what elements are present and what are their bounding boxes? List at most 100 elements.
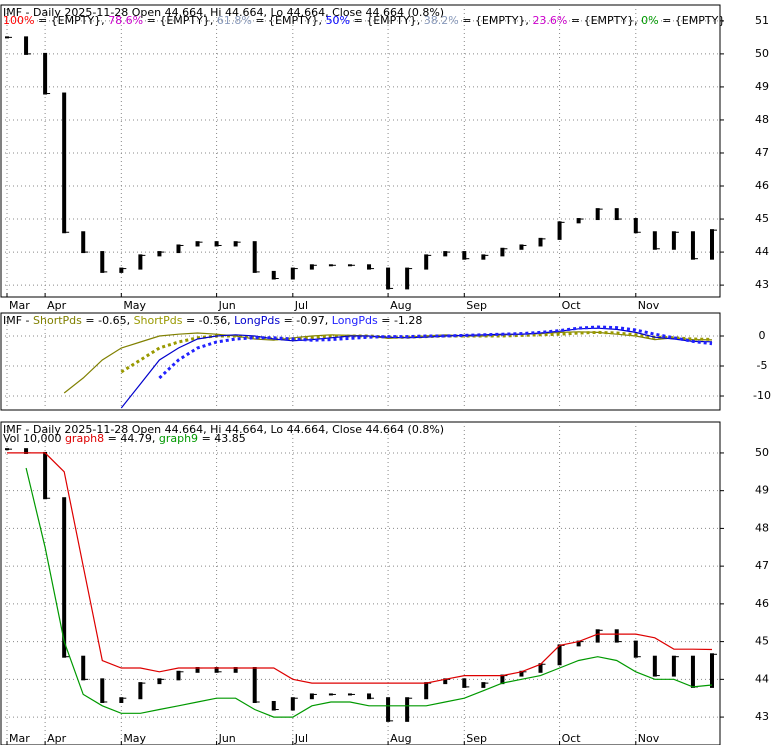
fib-label: 50% bbox=[326, 14, 350, 27]
price-bar bbox=[614, 208, 619, 221]
price-bar bbox=[119, 697, 124, 703]
panel-frame bbox=[0, 4, 721, 298]
price-bar bbox=[690, 231, 695, 260]
legend-name: LongPds bbox=[332, 314, 378, 327]
price-bar bbox=[462, 251, 467, 260]
panel-header: IMF - Daily 2025-11-28 Open 44.664, Hi 4… bbox=[3, 6, 444, 19]
price-bar bbox=[271, 270, 276, 280]
y-tick-label: -5 bbox=[757, 359, 768, 372]
legend-value: = 44.79, bbox=[108, 432, 156, 445]
price-bar bbox=[62, 92, 67, 234]
price-bar bbox=[252, 241, 257, 273]
price-bar bbox=[62, 497, 67, 658]
y-tick-label: 47 bbox=[755, 146, 769, 159]
panel-frame bbox=[0, 421, 721, 745]
y-tick-label: 51 bbox=[755, 14, 769, 27]
price-bar bbox=[519, 244, 524, 250]
fib-legend: 100% = {EMPTY}, 78.6% = {EMPTY}, 61.8% =… bbox=[3, 14, 725, 27]
fib-label: 100% bbox=[3, 14, 34, 27]
price-bar bbox=[424, 682, 429, 700]
price-bar bbox=[176, 670, 181, 681]
price-bar bbox=[214, 667, 219, 673]
price-bar bbox=[309, 264, 314, 270]
y-tick-label: 48 bbox=[755, 521, 769, 534]
x-tick-label: Apr bbox=[47, 299, 67, 312]
y-tick-label: 46 bbox=[755, 179, 769, 192]
price-bar bbox=[557, 644, 562, 666]
chart-title: IMF - Daily 2025-11-28 Open 44.664, Hi 4… bbox=[3, 6, 444, 19]
price-bar bbox=[690, 655, 695, 688]
price-bar bbox=[595, 629, 600, 643]
y-tick-label: 48 bbox=[755, 113, 769, 126]
panel-frame bbox=[0, 312, 721, 411]
price-bar bbox=[671, 231, 676, 250]
y-tick-label: 0 bbox=[759, 329, 766, 342]
price-bar bbox=[252, 667, 257, 703]
price-bar bbox=[367, 693, 372, 700]
fib-label: 61.8% bbox=[217, 14, 252, 27]
x-tick-label: Jul bbox=[294, 732, 308, 745]
x-tick-label: Aug bbox=[390, 299, 411, 312]
y-tick-label: 45 bbox=[755, 635, 769, 648]
fib-text: = {EMPTY}, bbox=[255, 14, 322, 27]
price-bar bbox=[43, 52, 48, 95]
legend-name: graph8 bbox=[65, 432, 104, 445]
series-line bbox=[158, 325, 713, 380]
price-bar bbox=[138, 254, 143, 270]
price-bar bbox=[652, 231, 657, 250]
price-bar bbox=[538, 237, 543, 247]
x-tick-label: Oct bbox=[562, 299, 582, 312]
price-bar bbox=[500, 674, 505, 685]
price-bar bbox=[195, 667, 200, 673]
price-bar bbox=[405, 697, 410, 722]
x-tick-label: Jul bbox=[294, 299, 308, 312]
legend: Vol 10,000 graph8 = 44.79, graph9 = 43.8… bbox=[3, 432, 246, 445]
x-tick-label: May bbox=[123, 299, 146, 312]
x-tick-label: Sep bbox=[466, 732, 487, 745]
fib-label: 23.6% bbox=[532, 14, 567, 27]
y-tick-label: 50 bbox=[755, 446, 769, 459]
y-tick-label: 44 bbox=[755, 672, 769, 685]
price-bar bbox=[157, 251, 162, 257]
price-bar bbox=[652, 655, 657, 677]
price-bar bbox=[81, 231, 86, 254]
price-bar bbox=[481, 682, 486, 688]
fib-text: = {EMPTY}, bbox=[38, 14, 105, 27]
price-bar bbox=[710, 229, 714, 260]
price-bar bbox=[24, 448, 29, 454]
price-bar bbox=[233, 667, 238, 673]
legend-name: LongPds bbox=[234, 314, 280, 327]
panel-header: IMF - ShortPds = -0.65, ShortPds = -0.56… bbox=[3, 314, 422, 327]
fib-text: = {EMPTY}, bbox=[462, 14, 529, 27]
price-bar bbox=[443, 678, 448, 685]
chart-title: IMF - bbox=[3, 314, 30, 327]
price-bar bbox=[24, 36, 29, 55]
x-tick-label: Apr bbox=[47, 732, 67, 745]
price-bar bbox=[271, 700, 276, 711]
y-tick-label: 50 bbox=[755, 47, 769, 60]
y-tick-label: 45 bbox=[755, 212, 769, 225]
price-bar bbox=[119, 267, 124, 273]
price-bar bbox=[157, 678, 162, 685]
fib-label: 38.2% bbox=[424, 14, 459, 27]
price-bar bbox=[367, 264, 372, 270]
price-bar bbox=[100, 251, 105, 273]
x-tick-label: Mar bbox=[9, 299, 30, 312]
legend-value: = -0.56, bbox=[186, 314, 231, 327]
fib-label: 0% bbox=[641, 14, 658, 27]
price-bar bbox=[309, 693, 314, 700]
x-tick-label: Sep bbox=[466, 299, 487, 312]
price-bar bbox=[405, 267, 410, 290]
fib-text: = {EMPTY}, bbox=[354, 14, 421, 27]
x-tick-label: Nov bbox=[638, 299, 660, 312]
series-line bbox=[25, 467, 713, 718]
panel-header: IMF - Daily 2025-11-28 Open 44.664, Hi 4… bbox=[3, 423, 444, 436]
price-bar bbox=[214, 241, 219, 247]
price-bar bbox=[576, 640, 581, 647]
series-line bbox=[7, 452, 713, 684]
price-bar bbox=[290, 267, 295, 280]
x-tick-label: Oct bbox=[562, 732, 582, 745]
price-bar bbox=[233, 241, 238, 247]
chart-title: IMF - Daily 2025-11-28 Open 44.664, Hi 4… bbox=[3, 423, 444, 436]
y-tick-label: 43 bbox=[755, 278, 769, 291]
